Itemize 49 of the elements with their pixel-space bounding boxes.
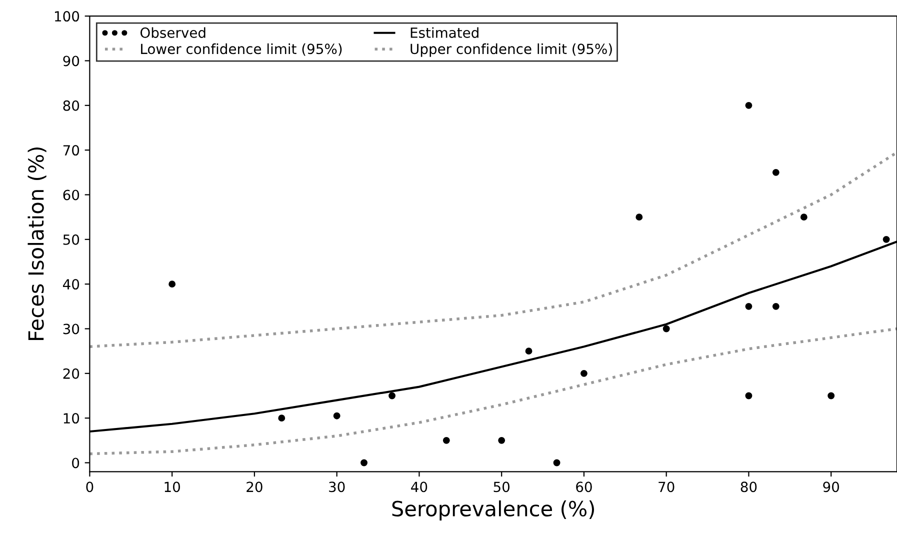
x-tick-label: 10 [164,482,180,492]
y-tick-label: 20 [63,368,80,379]
y-tick-label: 0 [72,458,80,468]
x-tick-label: 0 [86,482,94,492]
point [828,392,835,400]
x-tick-label: 30 [329,482,345,492]
point [333,412,340,420]
x-tick-label: 50 [494,482,510,492]
point [360,459,368,466]
point [388,392,396,400]
y-tick-label: 70 [63,145,80,156]
line-series [90,327,897,456]
line-series [90,150,897,348]
y-tick-label: 60 [63,190,80,200]
legend-label: Observed [140,27,206,38]
point [745,302,752,310]
point [662,325,670,332]
point [168,280,176,288]
point [442,436,450,444]
legend-label: Lower confidence limit (95%) [141,43,342,56]
x-tick-label: 40 [411,482,428,492]
point [525,348,532,355]
y-tick-label: 80 [63,100,80,111]
point [580,370,588,377]
point [278,414,286,422]
point [745,392,752,400]
point [772,168,780,176]
x-tick-label: 90 [823,482,840,492]
point [882,236,890,243]
y-axis-title: Feces Isolation (%) [28,148,46,340]
legend-label: Estimated [410,27,478,38]
x-tick-label: 70 [658,482,674,492]
y-tick-label: 10 [64,413,80,424]
point [745,102,752,109]
y-tick-label: 30 [63,324,80,334]
legend-label: Upper confidence limit (95%) [410,43,612,57]
y-tick-label: 50 [63,234,80,245]
point [772,302,780,310]
point [553,459,560,466]
y-tick-label: 100 [54,11,80,22]
point [800,214,808,221]
x-tick-label: 60 [576,482,592,492]
y-tick-label: 40 [62,279,80,290]
x-tick-label: 80 [740,482,757,492]
x-tick-label: 20 [246,482,262,492]
y-tick-label: 90 [63,56,80,66]
x-axis-title: Seroprevalence (%) [392,500,594,521]
point [498,436,506,444]
point [636,214,643,221]
